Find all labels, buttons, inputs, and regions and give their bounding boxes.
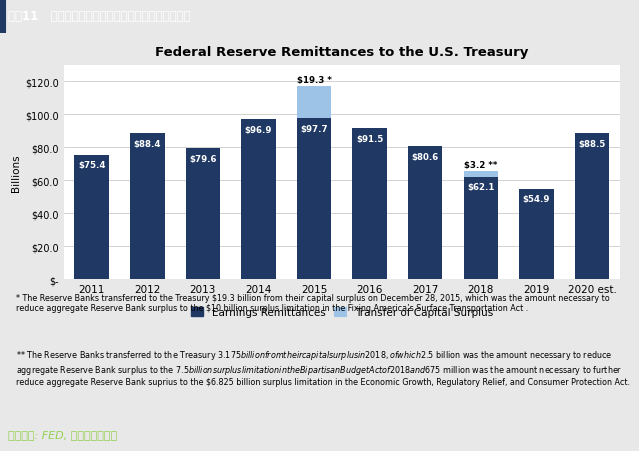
Text: 图袈11   美联储每年将持幐所得净收益上缴美国财政部: 图袈11 美联储每年将持幐所得净收益上缴美国财政部 [8,10,190,23]
Text: $19.3 *: $19.3 * [296,75,332,84]
Text: $75.4: $75.4 [78,161,105,170]
Text: $88.4: $88.4 [134,140,161,149]
Legend: Earnings Remittances, Transfer of Capital Surplus: Earnings Remittances, Transfer of Capita… [187,303,497,322]
Bar [520,189,553,280]
Text: $91.5: $91.5 [356,134,383,143]
Bar [575,134,609,280]
Text: $79.6: $79.6 [189,154,217,163]
Text: $54.9: $54.9 [523,195,550,204]
Bar [186,148,220,280]
Title: Federal Reserve Remittances to the U.S. Treasury: Federal Reserve Remittances to the U.S. … [155,46,528,59]
Bar [353,129,387,280]
Text: ** The Reserve Banks transferred to the Treasury $3.175 billion from their capit: ** The Reserve Banks transferred to the … [16,348,630,386]
Bar [297,87,331,119]
Text: $88.5: $88.5 [578,139,606,148]
Text: $97.7: $97.7 [300,124,328,133]
Bar [242,120,275,280]
Bar [464,177,498,280]
Bar [297,119,331,280]
Bar [464,172,498,177]
Text: $96.9: $96.9 [245,126,272,135]
Text: $80.6: $80.6 [412,152,439,161]
Bar [130,134,164,280]
Text: $62.1: $62.1 [467,183,495,192]
Bar [408,147,442,280]
Text: * The Reserve Banks transferred to the Treasury $19.3 billion from their capital: * The Reserve Banks transferred to the T… [16,293,610,313]
Text: $3.2 **: $3.2 ** [464,161,498,170]
Bar [75,155,109,280]
Text: 资料来源: FED, 平安证券研究所: 资料来源: FED, 平安证券研究所 [8,429,117,439]
Y-axis label: Billions: Billions [11,154,21,191]
